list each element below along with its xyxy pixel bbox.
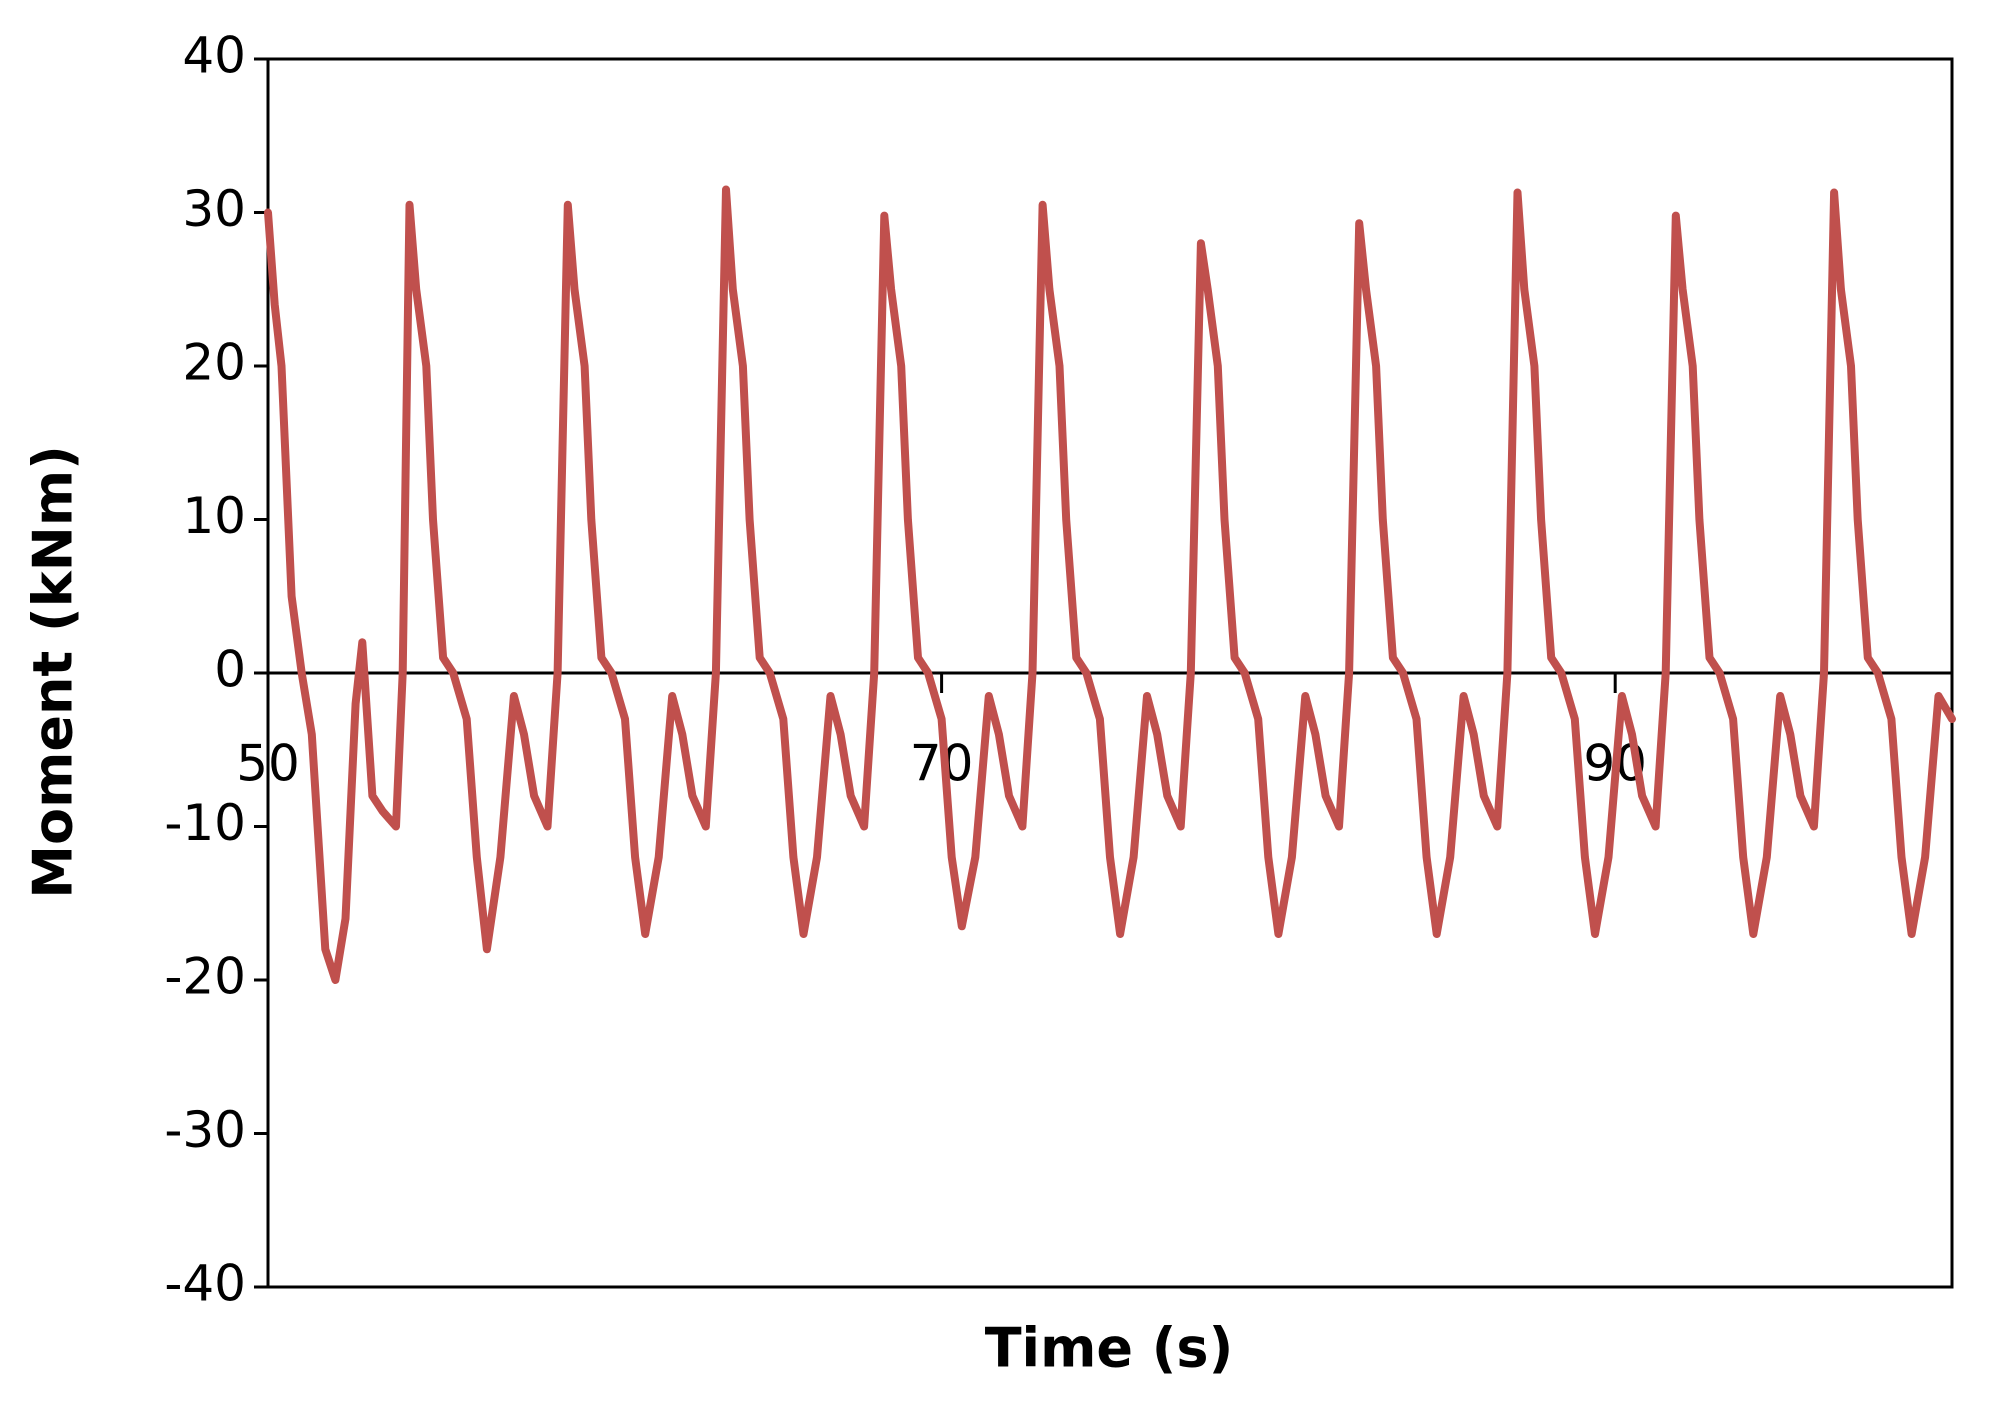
- y-tick-label: -30: [164, 1101, 246, 1159]
- x-tick-label: 50: [236, 735, 300, 793]
- y-tick-label: 0: [214, 641, 246, 699]
- y-tick-label: 10: [182, 487, 246, 545]
- y-tick-label: -10: [164, 794, 246, 852]
- y-axis-title: Moment (kNm): [22, 445, 85, 899]
- y-tick-label: 40: [182, 27, 246, 85]
- y-tick-label: 20: [182, 334, 246, 392]
- x-axis-title: Time (s): [985, 1317, 1234, 1380]
- y-tick-label: 30: [182, 180, 246, 238]
- y-tick-label: -40: [164, 1255, 246, 1313]
- y-tick-label: -20: [164, 948, 246, 1006]
- data-line: [264, 185, 1956, 984]
